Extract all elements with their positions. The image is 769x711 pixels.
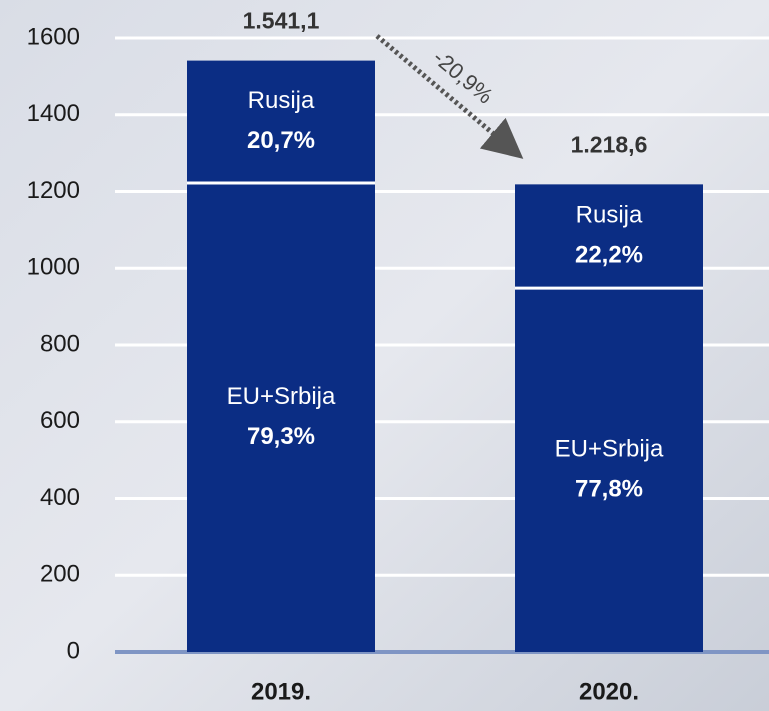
segment-share: 77,8%: [575, 475, 643, 502]
bar-segment: [187, 183, 375, 653]
y-tick-label: 200: [40, 561, 80, 588]
y-tick-label: 1200: [27, 177, 80, 204]
segment-share: 79,3%: [247, 423, 315, 450]
y-tick-label: 1000: [27, 254, 80, 281]
y-tick-label: 800: [40, 330, 80, 357]
segment-name: Rusija: [248, 87, 315, 114]
y-tick-label: 1600: [27, 23, 80, 50]
segment-name: EU+Srbija: [227, 383, 336, 410]
total-label: 1.218,6: [571, 131, 648, 157]
y-tick-label: 0: [67, 637, 80, 664]
segment-name: EU+Srbija: [555, 435, 664, 462]
x-tick-label: 2019.: [251, 678, 311, 705]
bar-segment: [515, 184, 703, 289]
change-arrow: [375, 34, 524, 159]
bar-segment: [515, 288, 703, 652]
total-label: 1.541,1: [243, 8, 320, 34]
bar-segment: [187, 60, 375, 184]
y-tick-label: 1400: [27, 100, 80, 127]
y-tick-label: 400: [40, 484, 80, 511]
segment-share: 20,7%: [247, 127, 315, 154]
x-tick-label: 2020.: [579, 678, 639, 705]
y-tick-label: 600: [40, 407, 80, 434]
segment-share: 22,2%: [575, 242, 643, 269]
segment-name: Rusija: [576, 202, 643, 229]
